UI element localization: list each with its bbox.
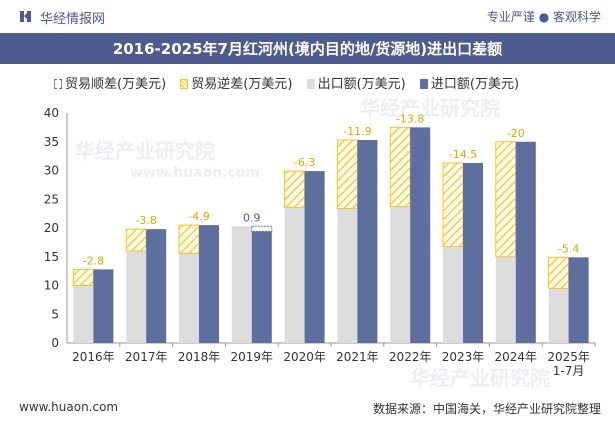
footer-bar [0, 393, 615, 427]
legend-item-surplus: 贸易顺差(万美元) [54, 73, 166, 92]
import-bar [199, 225, 219, 343]
import-bar [93, 269, 114, 343]
y-tick-label: 25 [44, 192, 59, 206]
chart-title: 2016-2025年7月红河州(境内目的地/货源地)进出口差额 [112, 40, 503, 58]
import-bar [146, 229, 167, 343]
brand-name: 华经情报网 [40, 12, 106, 27]
title-bar [0, 33, 615, 64]
balance-data-label: -5.4 [558, 242, 579, 255]
x-tick-label: 2017年 [125, 350, 168, 364]
balance-data-label: -13.8 [396, 112, 424, 125]
deficit-segment [495, 141, 517, 258]
deficit-segment [284, 170, 306, 208]
x-tick-label: 2021年 [336, 350, 379, 364]
huajing-logo-icon [20, 11, 31, 22]
surplus-segment [251, 225, 273, 232]
legend-label-surplus: 贸易顺差(万美元) [65, 77, 167, 92]
balance-data-label: -14.5 [449, 148, 477, 161]
deficit-segment [72, 268, 94, 286]
export-bar [284, 207, 305, 343]
x-tick-label: 2016年 [72, 350, 115, 364]
legend-item-import: 进口额(万美元) [419, 73, 520, 92]
import-bar [410, 127, 431, 343]
x-tick-label: 2022年 [389, 350, 432, 364]
export-bar [126, 251, 147, 343]
chart-legend: 贸易顺差(万美元) 贸易逆差(万美元) 出口额(万美元) 进口额(万美元) [54, 73, 529, 92]
y-tick-label: 35 [44, 135, 59, 149]
legend-label-deficit: 贸易逆差(万美元) [191, 77, 293, 92]
balance-data-label: -4.9 [188, 210, 209, 223]
x-tick-label: 2019年 [231, 350, 274, 364]
balance-data-label: -20 [507, 127, 525, 140]
legend-swatch-surplus [54, 79, 62, 89]
legend-label-import: 进口额(万美元) [430, 77, 520, 92]
import-bar [304, 171, 325, 343]
deficit-segment [389, 126, 411, 208]
deficit-segment [548, 256, 570, 289]
y-tick-label: 10 [44, 279, 59, 293]
legend-item-export: 出口额(万美元) [306, 73, 406, 92]
footer-website: www.huaon.com [19, 400, 119, 414]
brand-tagline: 专业严谨 ● 客观科学 [486, 10, 601, 24]
balance-data-label: -3.8 [135, 214, 156, 227]
import-bar [515, 141, 536, 343]
deficit-segment [336, 139, 358, 209]
balance-data-label: -11.9 [343, 125, 371, 138]
y-tick-label: 30 [44, 164, 59, 178]
top-bar: 华经情报网 专业严谨 ● 客观科学 [0, 0, 615, 33]
import-bar [463, 163, 483, 343]
y-tick-label: 20 [44, 221, 59, 235]
deficit-segment [178, 224, 200, 254]
x-tick-label: 2025年 [547, 350, 590, 364]
legend-swatch-deficit [180, 79, 189, 89]
import-bar [357, 140, 378, 343]
x-tick-label: 2018年 [178, 350, 221, 364]
legend-label-export: 出口额(万美元) [317, 77, 406, 92]
y-tick-label: 40 [44, 106, 59, 120]
y-tick-label: 5 [51, 307, 59, 321]
balance-data-label: 0.9 [243, 211, 261, 224]
balance-data-label: -2.8 [83, 254, 104, 267]
import-bar [251, 231, 272, 343]
y-tick-label: 15 [44, 250, 59, 264]
import-bar [568, 257, 589, 343]
export-bar [495, 256, 516, 343]
balance-data-label: -6.3 [294, 156, 315, 169]
legend-swatch-import [419, 79, 428, 89]
export-bar [548, 288, 569, 343]
legend-item-deficit: 贸易逆差(万美元) [180, 73, 292, 92]
export-bar [390, 206, 411, 343]
deficit-segment [442, 162, 464, 247]
export-bar [231, 226, 252, 343]
deficit-segment [125, 228, 147, 252]
x-tick-label: 2023年 [442, 350, 485, 364]
legend-swatch-export [306, 79, 315, 89]
export-bar [443, 246, 463, 343]
export-bar [179, 253, 199, 343]
y-tick-label: 0 [51, 336, 59, 350]
export-bar [73, 285, 94, 343]
x-tick-label: 2024年 [495, 350, 538, 364]
export-bar [337, 208, 358, 343]
footer-source: 数据来源：中国海关，华经产业研究院整理 [372, 402, 601, 416]
x-tick-label: 2020年 [283, 350, 326, 364]
x-tick-label: 1-7月 [553, 364, 585, 378]
